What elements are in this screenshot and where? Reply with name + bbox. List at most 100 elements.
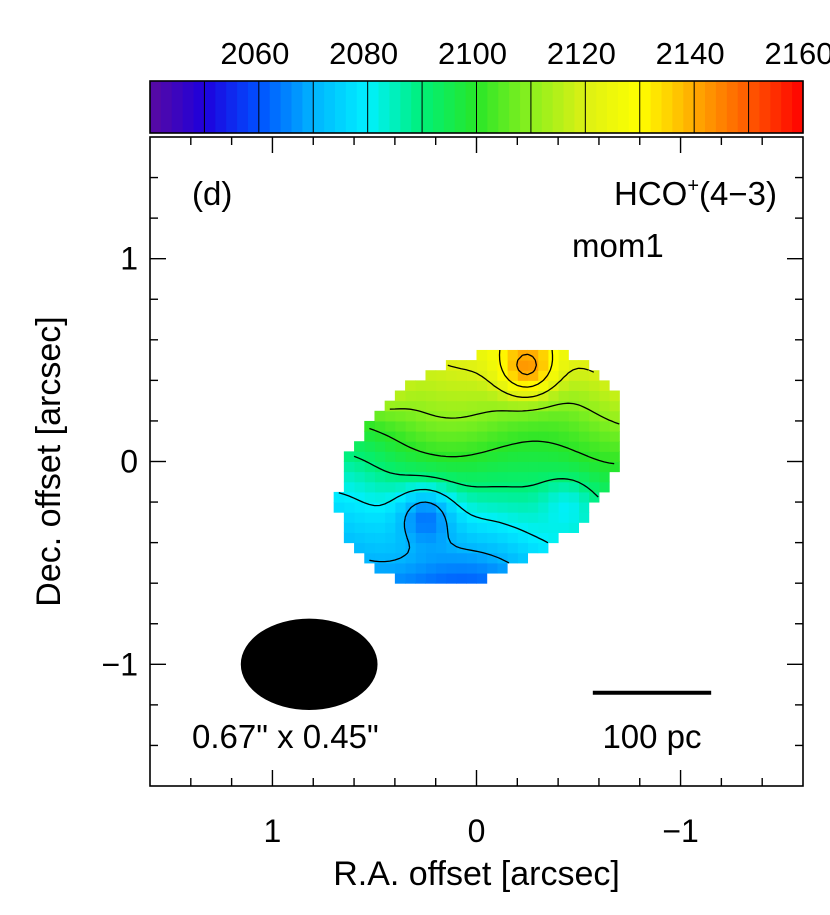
- velocity-pixel: [496, 461, 508, 473]
- velocity-pixel: [558, 420, 569, 432]
- velocity-pixel: [466, 532, 477, 544]
- velocity-pixel: [405, 380, 416, 392]
- velocity-pixel: [507, 471, 518, 483]
- velocity-pixel: [364, 522, 375, 533]
- line-title: HCO+(4−3): [614, 175, 777, 212]
- colorbar-swatch: [498, 81, 510, 133]
- velocity-pixel: [507, 410, 518, 422]
- velocity-pixel: [445, 370, 457, 381]
- x-tick-label: 0: [468, 813, 486, 849]
- velocity-pixel: [394, 471, 406, 483]
- velocity-pixel: [568, 410, 580, 422]
- velocity-pixel: [486, 512, 498, 523]
- velocity-pixel: [466, 542, 477, 554]
- velocity-pixel: [496, 420, 508, 432]
- velocity-pixel: [445, 522, 457, 533]
- velocity-pixel: [445, 471, 457, 483]
- velocity-pixel: [405, 522, 416, 533]
- colorbar-swatch: [563, 81, 576, 133]
- velocity-pixel: [496, 562, 508, 574]
- velocity-pixel: [466, 451, 477, 462]
- velocity-pixel: [415, 410, 426, 422]
- velocity-pixel: [405, 451, 416, 462]
- velocity-pixel: [415, 502, 426, 513]
- velocity-pixel: [486, 532, 498, 544]
- colorbar-frame: [149, 80, 804, 134]
- velocity-pixel: [374, 481, 386, 493]
- velocity-pixel: [394, 481, 406, 493]
- velocity-contour-line: [353, 455, 599, 498]
- velocity-pixel: [558, 461, 569, 473]
- velocity-pixel: [558, 380, 569, 392]
- velocity-pixel: [486, 400, 498, 412]
- velocity-pixel: [547, 461, 559, 473]
- velocity-pixel: [364, 451, 375, 462]
- velocity-pixel: [364, 502, 375, 513]
- velocity-pixel: [517, 491, 529, 503]
- velocity-pixel: [415, 431, 426, 442]
- velocity-pixel: [343, 522, 355, 533]
- velocity-pixel: [354, 502, 365, 513]
- velocity-pixel: [384, 481, 396, 493]
- velocity-pixel: [588, 410, 600, 422]
- velocity-pixel: [517, 380, 529, 392]
- velocity-pixel: [588, 390, 600, 402]
- velocity-pixel: [425, 441, 437, 452]
- velocity-pixel: [394, 542, 406, 554]
- velocity-pixel: [435, 522, 447, 533]
- velocity-pixel: [568, 512, 580, 523]
- velocity-pixel: [517, 512, 529, 523]
- velocity-pixel: [374, 410, 386, 422]
- velocity-pixel: [588, 380, 600, 392]
- velocity-pixel: [384, 512, 396, 523]
- velocity-pixel: [456, 562, 467, 574]
- velocity-pixel: [527, 481, 539, 493]
- velocity-pixel: [588, 400, 600, 412]
- velocity-pixel: [568, 420, 580, 432]
- velocity-pixel: [609, 461, 620, 473]
- velocity-pixel: [445, 461, 457, 473]
- velocity-pixel: [384, 420, 396, 432]
- velocity-pixel: [466, 420, 477, 432]
- colorbar-swatch: [150, 81, 162, 133]
- colorbar-swatch: [770, 81, 782, 133]
- velocity-pixel: [394, 431, 406, 442]
- colorbar-tick-label: 2120: [547, 36, 616, 71]
- velocity-pixel: [578, 410, 590, 422]
- colorbar-tick-label: 2100: [438, 36, 507, 71]
- velocity-contour-line: [516, 353, 538, 376]
- velocity-pixel: [425, 400, 437, 412]
- velocity-pixel: [558, 349, 569, 361]
- velocity-pixel: [598, 420, 610, 432]
- colorbar-swatch: [345, 81, 358, 133]
- velocity-pixel: [527, 532, 539, 544]
- colorbar-swatch: [258, 81, 271, 133]
- velocity-pixel: [415, 420, 426, 432]
- colorbar-swatch: [759, 81, 771, 133]
- velocity-pixel: [466, 461, 477, 473]
- velocity-pixel: [384, 562, 396, 574]
- velocity-pixel: [415, 400, 426, 412]
- colorbar-swatch: [291, 81, 303, 133]
- colorbar-swatch: [193, 81, 206, 133]
- line-title-species: HCO: [614, 175, 687, 212]
- velocity-pixel: [435, 461, 447, 473]
- velocity-pixel: [384, 522, 396, 533]
- velocity-pixel: [537, 441, 549, 452]
- velocity-pixel: [405, 400, 416, 412]
- velocity-pixel: [364, 481, 375, 493]
- colorbar-swatch: [302, 81, 314, 133]
- velocity-pixel: [568, 522, 580, 533]
- x-tick-label: −1: [662, 813, 698, 849]
- velocity-pixel: [415, 542, 426, 554]
- velocity-pixel: [374, 420, 386, 432]
- velocity-pixel: [374, 522, 386, 533]
- colorbar-swatch: [607, 81, 619, 133]
- colorbar-swatch: [487, 81, 499, 133]
- velocity-pixel: [445, 420, 457, 432]
- colorbar-swatch: [672, 81, 684, 133]
- colorbar-swatch: [280, 81, 293, 133]
- velocity-pixel: [466, 441, 477, 452]
- velocity-pixel: [517, 400, 529, 412]
- colorbar-swatch: [520, 81, 532, 133]
